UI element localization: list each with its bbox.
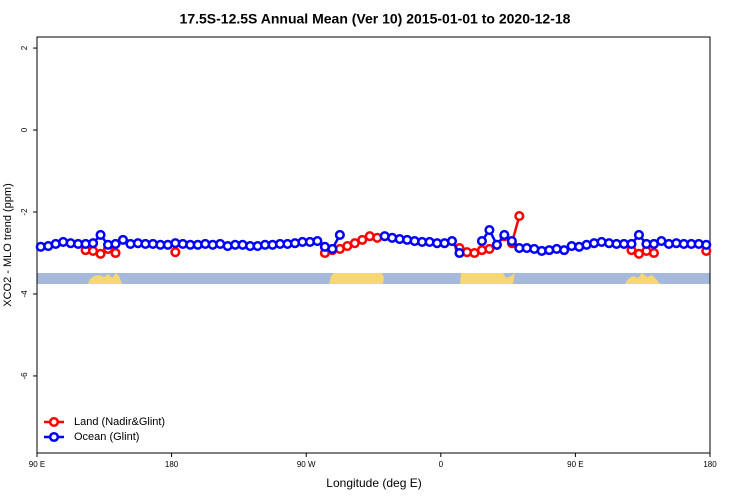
x-tick-label: 90 W xyxy=(297,460,316,469)
y-tick-label: -2 xyxy=(20,208,29,216)
y-tick-label: -4 xyxy=(20,290,29,298)
point xyxy=(476,236,487,247)
point xyxy=(117,234,129,245)
legend-marker xyxy=(48,431,60,443)
point xyxy=(499,229,510,241)
point xyxy=(454,247,465,259)
point xyxy=(701,239,712,250)
x-tick-label: 180 xyxy=(165,460,179,469)
point xyxy=(110,238,121,250)
point xyxy=(334,229,345,241)
x-tick-label: 90 E xyxy=(29,460,45,469)
point xyxy=(95,248,106,259)
point xyxy=(648,247,659,259)
point xyxy=(626,238,637,250)
y-tick-label: 0 xyxy=(20,127,29,132)
point xyxy=(95,229,106,241)
x-tick-label: 180 xyxy=(703,460,717,469)
point xyxy=(633,229,645,241)
point xyxy=(357,234,368,245)
legend: Land (Nadir&Glint) Ocean (Glint) xyxy=(44,416,165,443)
point xyxy=(170,247,181,258)
point xyxy=(484,243,495,254)
point xyxy=(506,236,517,247)
point xyxy=(110,247,121,259)
point xyxy=(88,238,99,249)
point xyxy=(446,236,458,247)
land-strip xyxy=(37,273,710,284)
legend-label: Land (Nadir&Glint) xyxy=(74,416,165,428)
point xyxy=(559,245,570,256)
legend-label: Ocean (Glint) xyxy=(74,431,139,443)
legend-marker xyxy=(48,416,60,428)
x-axis-label: Longitude (deg E) xyxy=(326,476,421,490)
point xyxy=(327,243,338,254)
x-tick-label: 90 E xyxy=(567,460,583,469)
point xyxy=(312,236,323,247)
x-tick-label: 0 xyxy=(439,460,444,469)
y-tick-label: -6 xyxy=(20,372,29,380)
point xyxy=(491,239,502,250)
y-axis-label: XCO2 - MLO trend (ppm) xyxy=(2,183,14,306)
point xyxy=(514,211,525,222)
y-tick-label: 2 xyxy=(20,45,29,50)
point xyxy=(484,224,495,236)
chart-title: 17.5S-12.5S Annual Mean (Ver 10) 2015-01… xyxy=(180,11,571,27)
